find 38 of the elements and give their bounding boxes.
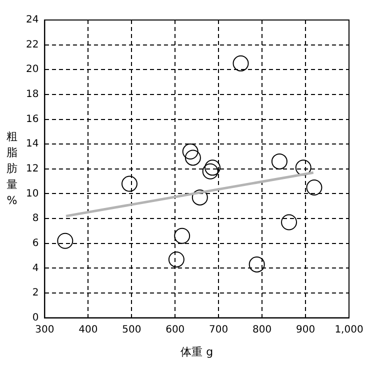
x-tick-label: 800 bbox=[252, 324, 272, 336]
y-tick-label: 14 bbox=[26, 138, 39, 150]
x-axis-title: 体重 g bbox=[180, 345, 214, 358]
point bbox=[192, 189, 208, 206]
point bbox=[174, 228, 190, 244]
point bbox=[168, 251, 184, 268]
point bbox=[204, 160, 221, 176]
y-tick-label: 8 bbox=[32, 213, 39, 224]
y-tick-label: 2 bbox=[32, 288, 39, 299]
y-tick-label: 20 bbox=[26, 64, 39, 76]
point bbox=[184, 150, 201, 166]
point bbox=[271, 153, 288, 170]
point bbox=[281, 214, 298, 230]
y-tick-label: 10 bbox=[26, 188, 39, 200]
point bbox=[248, 256, 265, 272]
point bbox=[182, 144, 198, 160]
x-tick-label: 300 bbox=[35, 324, 54, 336]
y-axis-title: 粗脂肪量% bbox=[6, 130, 18, 207]
point bbox=[121, 176, 138, 192]
x-tick-label: 900 bbox=[296, 324, 316, 336]
y-tick-label: 16 bbox=[26, 114, 39, 125]
y-tick-label: 0 bbox=[32, 312, 39, 324]
x-tick-label: 1,000 bbox=[334, 324, 364, 336]
point bbox=[295, 160, 312, 176]
y-tick-label: 18 bbox=[26, 89, 39, 100]
y-tick-label: 22 bbox=[26, 39, 39, 50]
y-tick-label: 4 bbox=[32, 262, 39, 274]
point bbox=[202, 163, 218, 180]
y-tick-label: 24 bbox=[26, 14, 39, 26]
point bbox=[306, 180, 322, 196]
x-tick-label: 500 bbox=[122, 324, 142, 336]
x-tick-label: 400 bbox=[78, 324, 98, 336]
y-tick-label: 12 bbox=[26, 163, 39, 174]
x-tick-label: 700 bbox=[209, 324, 228, 336]
point bbox=[57, 232, 74, 249]
point bbox=[232, 55, 249, 72]
x-tick-label: 600 bbox=[166, 324, 185, 336]
y-tick-label: 6 bbox=[32, 238, 39, 249]
